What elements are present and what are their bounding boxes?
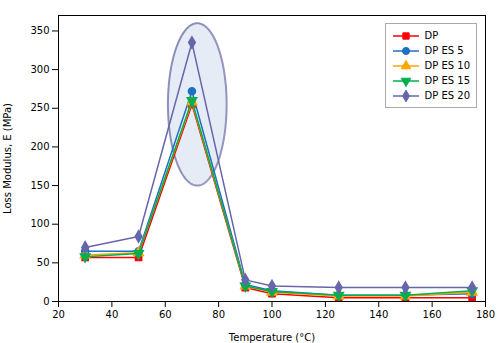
html-text:DP ES 10: DP ES 10 (424, 60, 470, 71)
svg-text:140: 140 (369, 309, 388, 320)
svg-text:50: 50 (37, 257, 50, 268)
svg-text:150: 150 (30, 180, 49, 191)
svg-text:120: 120 (316, 309, 335, 320)
html-text:DP ES 15: DP ES 15 (424, 75, 470, 86)
svg-text:Temperature (°C): Temperature (°C) (228, 332, 315, 343)
html-text:DP: DP (424, 30, 439, 41)
svg-text:350: 350 (30, 25, 49, 36)
svg-text:200: 200 (30, 141, 49, 152)
svg-text:40: 40 (106, 309, 119, 320)
svg-text:100: 100 (262, 309, 281, 320)
svg-text:60: 60 (159, 309, 172, 320)
svg-text:0: 0 (43, 296, 49, 307)
svg-text:Loss Modulus, E (MPa): Loss Modulus, E (MPa) (2, 103, 13, 214)
svg-text:300: 300 (30, 64, 49, 75)
svg-text:100: 100 (30, 218, 49, 229)
svg-text:160: 160 (423, 309, 442, 320)
svg-text:180: 180 (476, 309, 495, 320)
svg-text:80: 80 (212, 309, 225, 320)
svg-text:20: 20 (52, 309, 65, 320)
svg-text:250: 250 (30, 102, 49, 113)
html-text:DP ES 20: DP ES 20 (424, 90, 470, 101)
html-text:DP ES 5: DP ES 5 (424, 45, 464, 56)
